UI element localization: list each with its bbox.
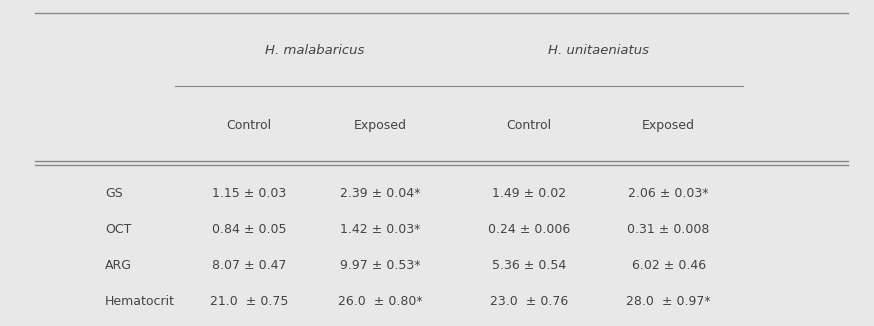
Text: 9.97 ± 0.53*: 9.97 ± 0.53* (340, 259, 420, 272)
Text: ARG: ARG (105, 259, 132, 272)
Text: Exposed: Exposed (354, 119, 406, 132)
Text: 23.0  ± 0.76: 23.0 ± 0.76 (489, 295, 568, 308)
Text: 21.0  ± 0.75: 21.0 ± 0.75 (210, 295, 288, 308)
Text: H. unitaeniatus: H. unitaeniatus (548, 44, 649, 57)
Text: 0.84 ± 0.05: 0.84 ± 0.05 (212, 223, 287, 236)
Text: Exposed: Exposed (642, 119, 695, 132)
Text: GS: GS (105, 187, 122, 200)
Text: 6.02 ± 0.46: 6.02 ± 0.46 (632, 259, 705, 272)
Text: 1.49 ± 0.02: 1.49 ± 0.02 (492, 187, 565, 200)
Text: 26.0  ± 0.80*: 26.0 ± 0.80* (338, 295, 422, 308)
Text: 0.24 ± 0.006: 0.24 ± 0.006 (488, 223, 570, 236)
Text: Control: Control (506, 119, 551, 132)
Text: 1.42 ± 0.03*: 1.42 ± 0.03* (340, 223, 420, 236)
Text: Hematocrit: Hematocrit (105, 295, 175, 308)
Text: 1.15 ± 0.03: 1.15 ± 0.03 (212, 187, 286, 200)
Text: 5.36 ± 0.54: 5.36 ± 0.54 (492, 259, 565, 272)
Text: OCT: OCT (105, 223, 131, 236)
Text: 28.0  ± 0.97*: 28.0 ± 0.97* (627, 295, 711, 308)
Text: 2.39 ± 0.04*: 2.39 ± 0.04* (340, 187, 420, 200)
Text: Control: Control (226, 119, 272, 132)
Text: H. malabaricus: H. malabaricus (265, 44, 364, 57)
Text: 2.06 ± 0.03*: 2.06 ± 0.03* (628, 187, 709, 200)
Text: 0.31 ± 0.008: 0.31 ± 0.008 (628, 223, 710, 236)
Text: 8.07 ± 0.47: 8.07 ± 0.47 (212, 259, 287, 272)
